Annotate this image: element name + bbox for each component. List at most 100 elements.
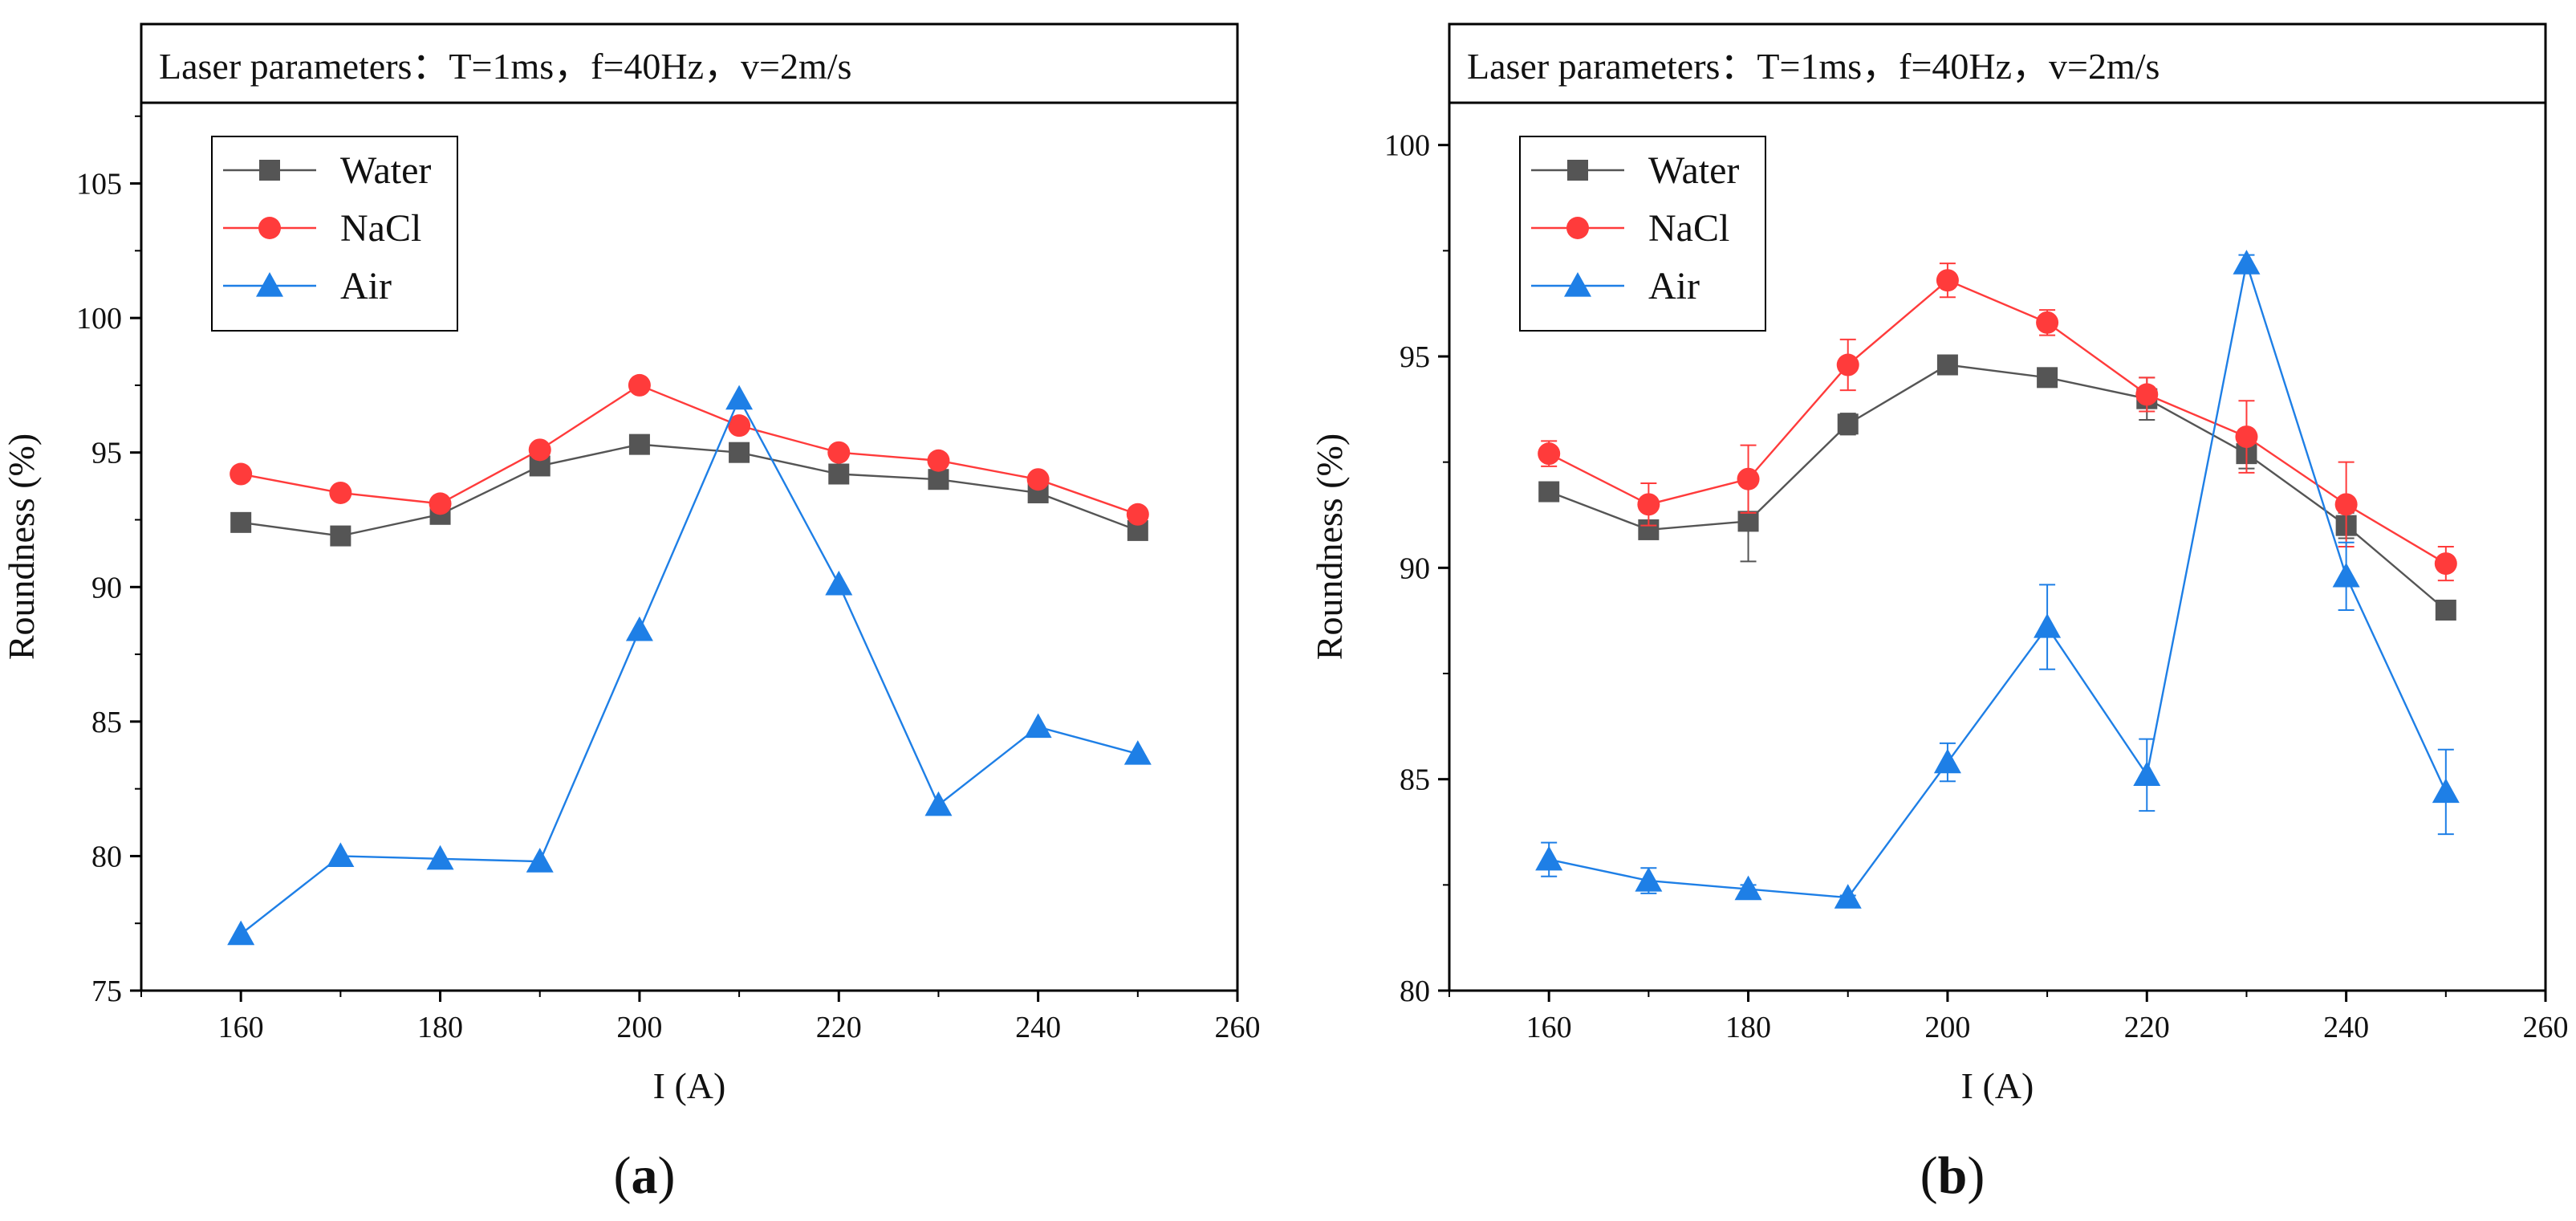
x-tick-label: 200 — [1924, 1011, 1970, 1044]
y-tick-label: 75 — [91, 975, 122, 1008]
y-tick-label: 85 — [1400, 763, 1430, 797]
y-tick-label: 95 — [91, 437, 122, 470]
data-point-nacl — [2135, 383, 2159, 406]
y-tick-label: 100 — [1384, 129, 1430, 163]
data-point-water — [628, 433, 650, 455]
data-point-air — [625, 616, 653, 641]
legend-label-nacl: NaCl — [1648, 207, 1729, 250]
legend-label-water: Water — [1648, 149, 1739, 192]
data-point-nacl — [1637, 493, 1660, 516]
data-point-nacl — [1737, 467, 1760, 490]
data-point-air — [1734, 875, 1762, 901]
x-tick-label: 200 — [616, 1011, 662, 1044]
data-point-air — [825, 570, 853, 596]
y-tick-label: 90 — [1400, 551, 1430, 585]
legend-label-water: Water — [340, 149, 431, 192]
x-axis-title-b: I (A) — [1961, 1065, 2034, 1106]
chart-header-a: Laser parameters：T=1ms，f=40Hz，v=2m/s — [159, 46, 851, 87]
data-point-air — [526, 848, 554, 873]
data-point-nacl — [528, 438, 551, 462]
data-point-water — [828, 463, 850, 485]
series-line-nacl-b — [1548, 279, 2447, 565]
chart-panel-a: Laser parameters：T=1ms，f=40Hz，v=2m/s 160 1… — [1, 22, 1261, 1106]
data-point-nacl — [329, 481, 352, 504]
data-point-air — [327, 842, 355, 868]
data-point-air — [2034, 613, 2062, 638]
y-tick-label: 85 — [91, 706, 122, 739]
x-tick-label: 180 — [417, 1011, 463, 1044]
y-tick-label: 105 — [76, 168, 122, 201]
data-point-nacl — [2235, 425, 2258, 449]
series-line-water-a — [241, 443, 1139, 537]
data-point-air — [1024, 713, 1052, 739]
data-point-air — [2432, 778, 2460, 804]
data-point-water — [928, 469, 949, 490]
data-point-air — [227, 920, 255, 946]
data-point-nacl — [628, 373, 651, 397]
series-line-air-b — [1548, 263, 2447, 899]
legend-marker-air — [256, 272, 283, 297]
data-point-nacl — [1936, 269, 1959, 292]
data-point-nacl — [2434, 552, 2457, 576]
data-point-water — [230, 511, 252, 533]
legend-marker-water — [259, 160, 280, 181]
legend-label-air: Air — [340, 265, 392, 307]
x-tick-label: 260 — [2523, 1011, 2569, 1044]
data-point-nacl — [1538, 442, 1561, 466]
data-point-air — [1123, 740, 1152, 765]
data-point-water — [330, 525, 351, 547]
data-point-air — [924, 791, 953, 816]
data-point-air — [2233, 250, 2261, 275]
data-point-air — [1635, 867, 1663, 892]
data-point-water — [2037, 367, 2058, 389]
y-tick-label: 90 — [91, 571, 122, 604]
legend-marker-nacl — [258, 217, 281, 239]
legend-marker-water — [1567, 160, 1588, 181]
data-point-water — [729, 442, 750, 463]
data-point-air — [1933, 748, 1961, 774]
legend-label-air: Air — [1648, 265, 1700, 307]
legend-box-a — [211, 136, 458, 332]
x-tick-label: 160 — [1526, 1011, 1572, 1044]
chart-panel-b: Laser parameters：T=1ms，f=40Hz，v=2m/s 160 1… — [1309, 22, 2569, 1106]
data-point-air — [426, 845, 454, 870]
series-line-nacl-a — [240, 384, 1139, 515]
data-point-air — [1535, 845, 1563, 871]
x-tick-label: 180 — [1725, 1011, 1771, 1044]
data-point-nacl — [2334, 493, 2358, 516]
data-point-nacl — [927, 449, 950, 472]
data-point-air — [2133, 761, 2161, 786]
data-point-water — [1837, 413, 1859, 435]
panel-label-b: (b) — [1920, 1146, 1985, 1205]
data-point-nacl — [230, 462, 253, 486]
data-point-nacl — [827, 441, 851, 464]
y-tick-label: 100 — [76, 302, 122, 336]
data-point-water — [2435, 600, 2456, 621]
data-point-water — [1936, 354, 1958, 376]
data-point-nacl — [1126, 503, 1149, 526]
y-axis-title-a: Roundness (%) — [1, 433, 42, 660]
legend-marker-nacl — [1566, 217, 1589, 239]
plot-frame-a — [140, 22, 1239, 992]
data-point-air — [1834, 884, 1862, 909]
x-axis-title-a: I (A) — [653, 1065, 726, 1106]
y-tick-label: 80 — [1400, 975, 1430, 1008]
y-tick-label: 80 — [91, 840, 122, 873]
x-tick-label: 220 — [816, 1011, 862, 1044]
legend-label-nacl: NaCl — [340, 207, 421, 250]
chart-header-b: Laser parameters：T=1ms，f=40Hz，v=2m/s — [1467, 46, 2160, 87]
data-point-air — [2332, 562, 2360, 588]
data-point-nacl — [1026, 468, 1050, 491]
data-point-nacl — [1836, 353, 1859, 376]
data-point-water — [1538, 481, 1560, 503]
data-point-air — [725, 385, 754, 410]
data-point-nacl — [2036, 311, 2059, 334]
y-axis-title-b: Roundness (%) — [1309, 433, 1350, 660]
legend-marker-air — [1564, 272, 1591, 297]
x-tick-label: 240 — [1015, 1011, 1061, 1044]
data-point-water — [1737, 511, 1759, 532]
data-point-nacl — [728, 414, 751, 438]
x-tick-label: 160 — [218, 1011, 264, 1044]
data-point-nacl — [429, 492, 452, 515]
